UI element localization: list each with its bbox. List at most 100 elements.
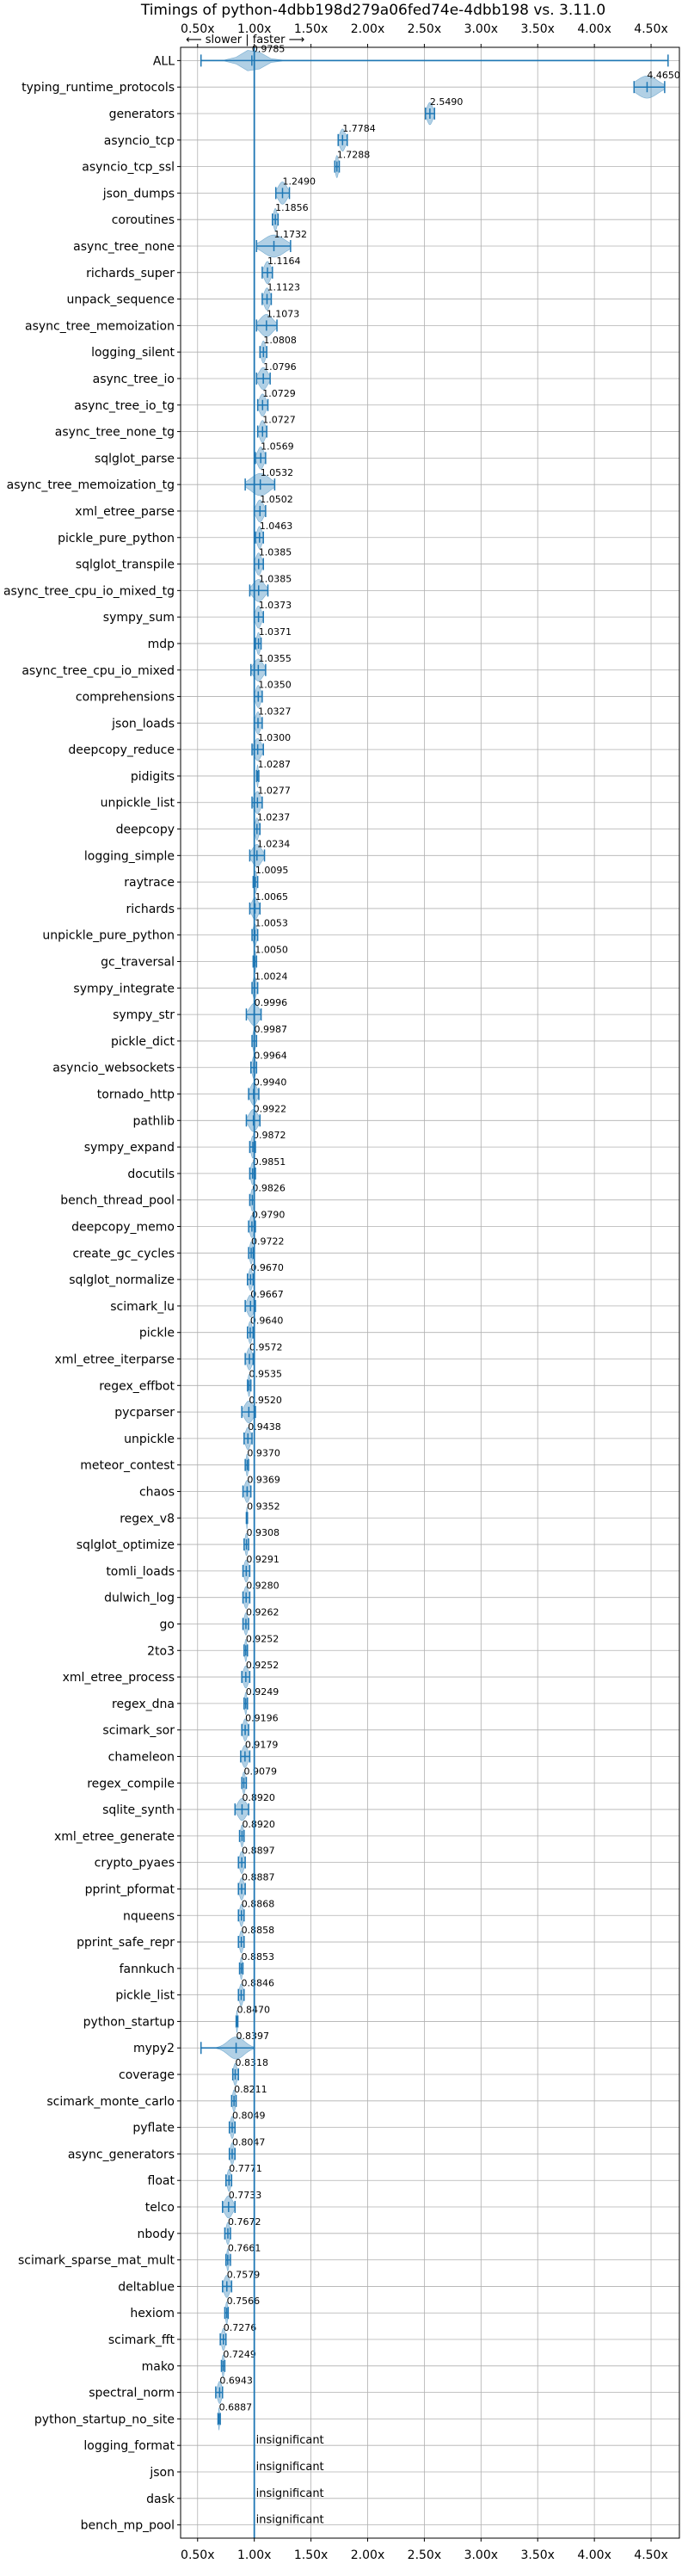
y-tick-label: meteor_contest (80, 1459, 175, 1473)
y-tick-label: deltablue (118, 2280, 175, 2294)
value-label: 0.7733 (229, 2190, 262, 2201)
y-tick-label: sqlglot_transpile (76, 558, 175, 572)
value-label: 0.6887 (219, 2401, 253, 2413)
y-tick-label: regex_dna (112, 1698, 175, 1711)
y-tick-label: pprint_safe_repr (77, 1936, 175, 1950)
value-label: 1.7784 (342, 123, 376, 134)
y-tick-label: async_tree_io_tg (74, 399, 175, 413)
value-label: 1.0327 (258, 706, 292, 717)
value-label: 0.9308 (247, 1527, 280, 1538)
y-tick-label: logging_silent (91, 346, 175, 360)
y-tick-label: generators (109, 108, 175, 121)
value-label: 1.0050 (255, 945, 288, 956)
value-label: 0.9670 (250, 1262, 284, 1273)
y-tick-label: python_startup_no_site (34, 2413, 175, 2426)
value-label: 1.0385 (259, 547, 292, 558)
value-label: 1.1073 (267, 308, 300, 319)
value-label: 0.9280 (246, 1581, 280, 1592)
value-label: 0.9252 (246, 1660, 280, 1671)
value-label: 0.8868 (242, 1898, 275, 1909)
value-label: 1.0065 (255, 891, 289, 903)
y-tick-label: async_tree_io (93, 373, 175, 386)
y-tick-label: pidigits (131, 770, 175, 784)
value-label: 1.1164 (267, 256, 301, 267)
value-label: 0.7579 (227, 2269, 261, 2280)
value-label: 0.9369 (247, 1474, 280, 1485)
value-label: 0.8920 (242, 1792, 275, 1803)
y-tick-label: async_tree_none_tg (55, 426, 175, 440)
y-tick-label: spectral_norm (89, 2387, 175, 2400)
y-tick-label: mdp (148, 638, 175, 651)
value-label: 1.0796 (263, 361, 297, 373)
value-label: 0.8047 (232, 2136, 266, 2148)
y-tick-label: pycparser (114, 1406, 175, 1420)
value-label: 0.9964 (254, 1051, 287, 1062)
y-tick-label: fannkuch (120, 1963, 175, 1976)
y-tick-label: python_startup (83, 2015, 175, 2029)
y-tick-label: comprehensions (76, 691, 175, 705)
value-label: 0.8853 (242, 1951, 275, 1963)
y-tick-label: create_gc_cycles (72, 1247, 175, 1260)
x-tick-label-top: 4.50x (634, 22, 667, 36)
y-tick-label: scimark_sor (102, 1724, 175, 1738)
y-tick-label: pprint_pformat (85, 1883, 175, 1896)
value-label: 0.9940 (254, 1077, 287, 1088)
value-label: 0.9872 (253, 1130, 286, 1141)
y-tick-label: pickle_list (115, 1989, 175, 2003)
y-tick-label: regex_compile (87, 1777, 175, 1790)
value-label: 1.0053 (255, 918, 288, 929)
value-label: 0.9790 (252, 1210, 286, 1221)
y-tick-label: go (160, 1618, 175, 1631)
value-label: 1.0502 (260, 494, 293, 505)
value-label: 2.5490 (430, 96, 463, 108)
y-tick-labels: ALL typing_runtime_protocols generators asy… (3, 54, 175, 2532)
y-tick-label: deepcopy (116, 823, 175, 837)
chart-title: Timings of python-4dbb198d279a06fed74e-4… (140, 2, 605, 19)
y-tick-label: pickle_pure_python (58, 532, 175, 545)
value-label: 0.9535 (249, 1368, 283, 1379)
value-label: 0.8887 (242, 1871, 275, 1883)
y-tick-label: chameleon (108, 1750, 175, 1764)
value-label: 0.9722 (251, 1236, 285, 1247)
value-label: 0.6943 (219, 2376, 253, 2387)
value-label: 1.0385 (259, 573, 292, 584)
y-tick-label: json_dumps (102, 187, 175, 200)
y-tick-label: scimark_fft (108, 2333, 175, 2347)
value-label: 0.7566 (227, 2296, 261, 2307)
y-tick-label: richards_super (86, 267, 175, 280)
x-tick-label-top: 0.50x (181, 22, 214, 36)
y-tick-label: scimark_lu (110, 1300, 175, 1314)
value-label: 0.9851 (253, 1156, 286, 1168)
value-label: 0.9826 (252, 1183, 286, 1194)
y-tick-label: xml_etree_process (63, 1671, 175, 1685)
value-label: 0.7661 (228, 2243, 261, 2254)
y-tick-label: asyncio_websockets (52, 1062, 175, 1075)
y-tick-label: nbody (138, 2228, 175, 2241)
value-label: 1.0532 (261, 467, 294, 478)
y-tick-label: mako (142, 2360, 175, 2374)
value-label: 0.9079 (244, 1766, 278, 1777)
value-label: 1.0355 (258, 653, 292, 664)
value-label: 0.7276 (224, 2322, 257, 2333)
value-label: 0.9179 (245, 1739, 279, 1750)
value-label: 0.9987 (255, 1024, 288, 1035)
violins (200, 50, 669, 2431)
value-label: 1.0463 (260, 521, 293, 532)
y-tick-label: unpickle_list (101, 797, 175, 810)
value-label: 0.9352 (247, 1501, 280, 1512)
value-label: 1.0373 (259, 600, 292, 611)
y-tick-label: async_tree_none (73, 240, 175, 254)
value-label: 4.4650 (647, 70, 680, 81)
value-label: 1.0808 (263, 335, 297, 346)
value-label: 1.0727 (262, 415, 296, 426)
y-tick-label: regex_v8 (120, 1512, 175, 1525)
y-tick-label: tornado_http (97, 1088, 175, 1102)
y-tick-label: nqueens (123, 1909, 175, 1923)
x-tick-label-bottom: 3.50x (520, 2548, 554, 2562)
x-tick-label-top: 3.00x (464, 22, 498, 36)
y-tick-label: json_loads (111, 717, 175, 730)
value-label: 0.9252 (246, 1633, 280, 1644)
y-tick-label: bench_mp_pool (81, 2519, 175, 2533)
